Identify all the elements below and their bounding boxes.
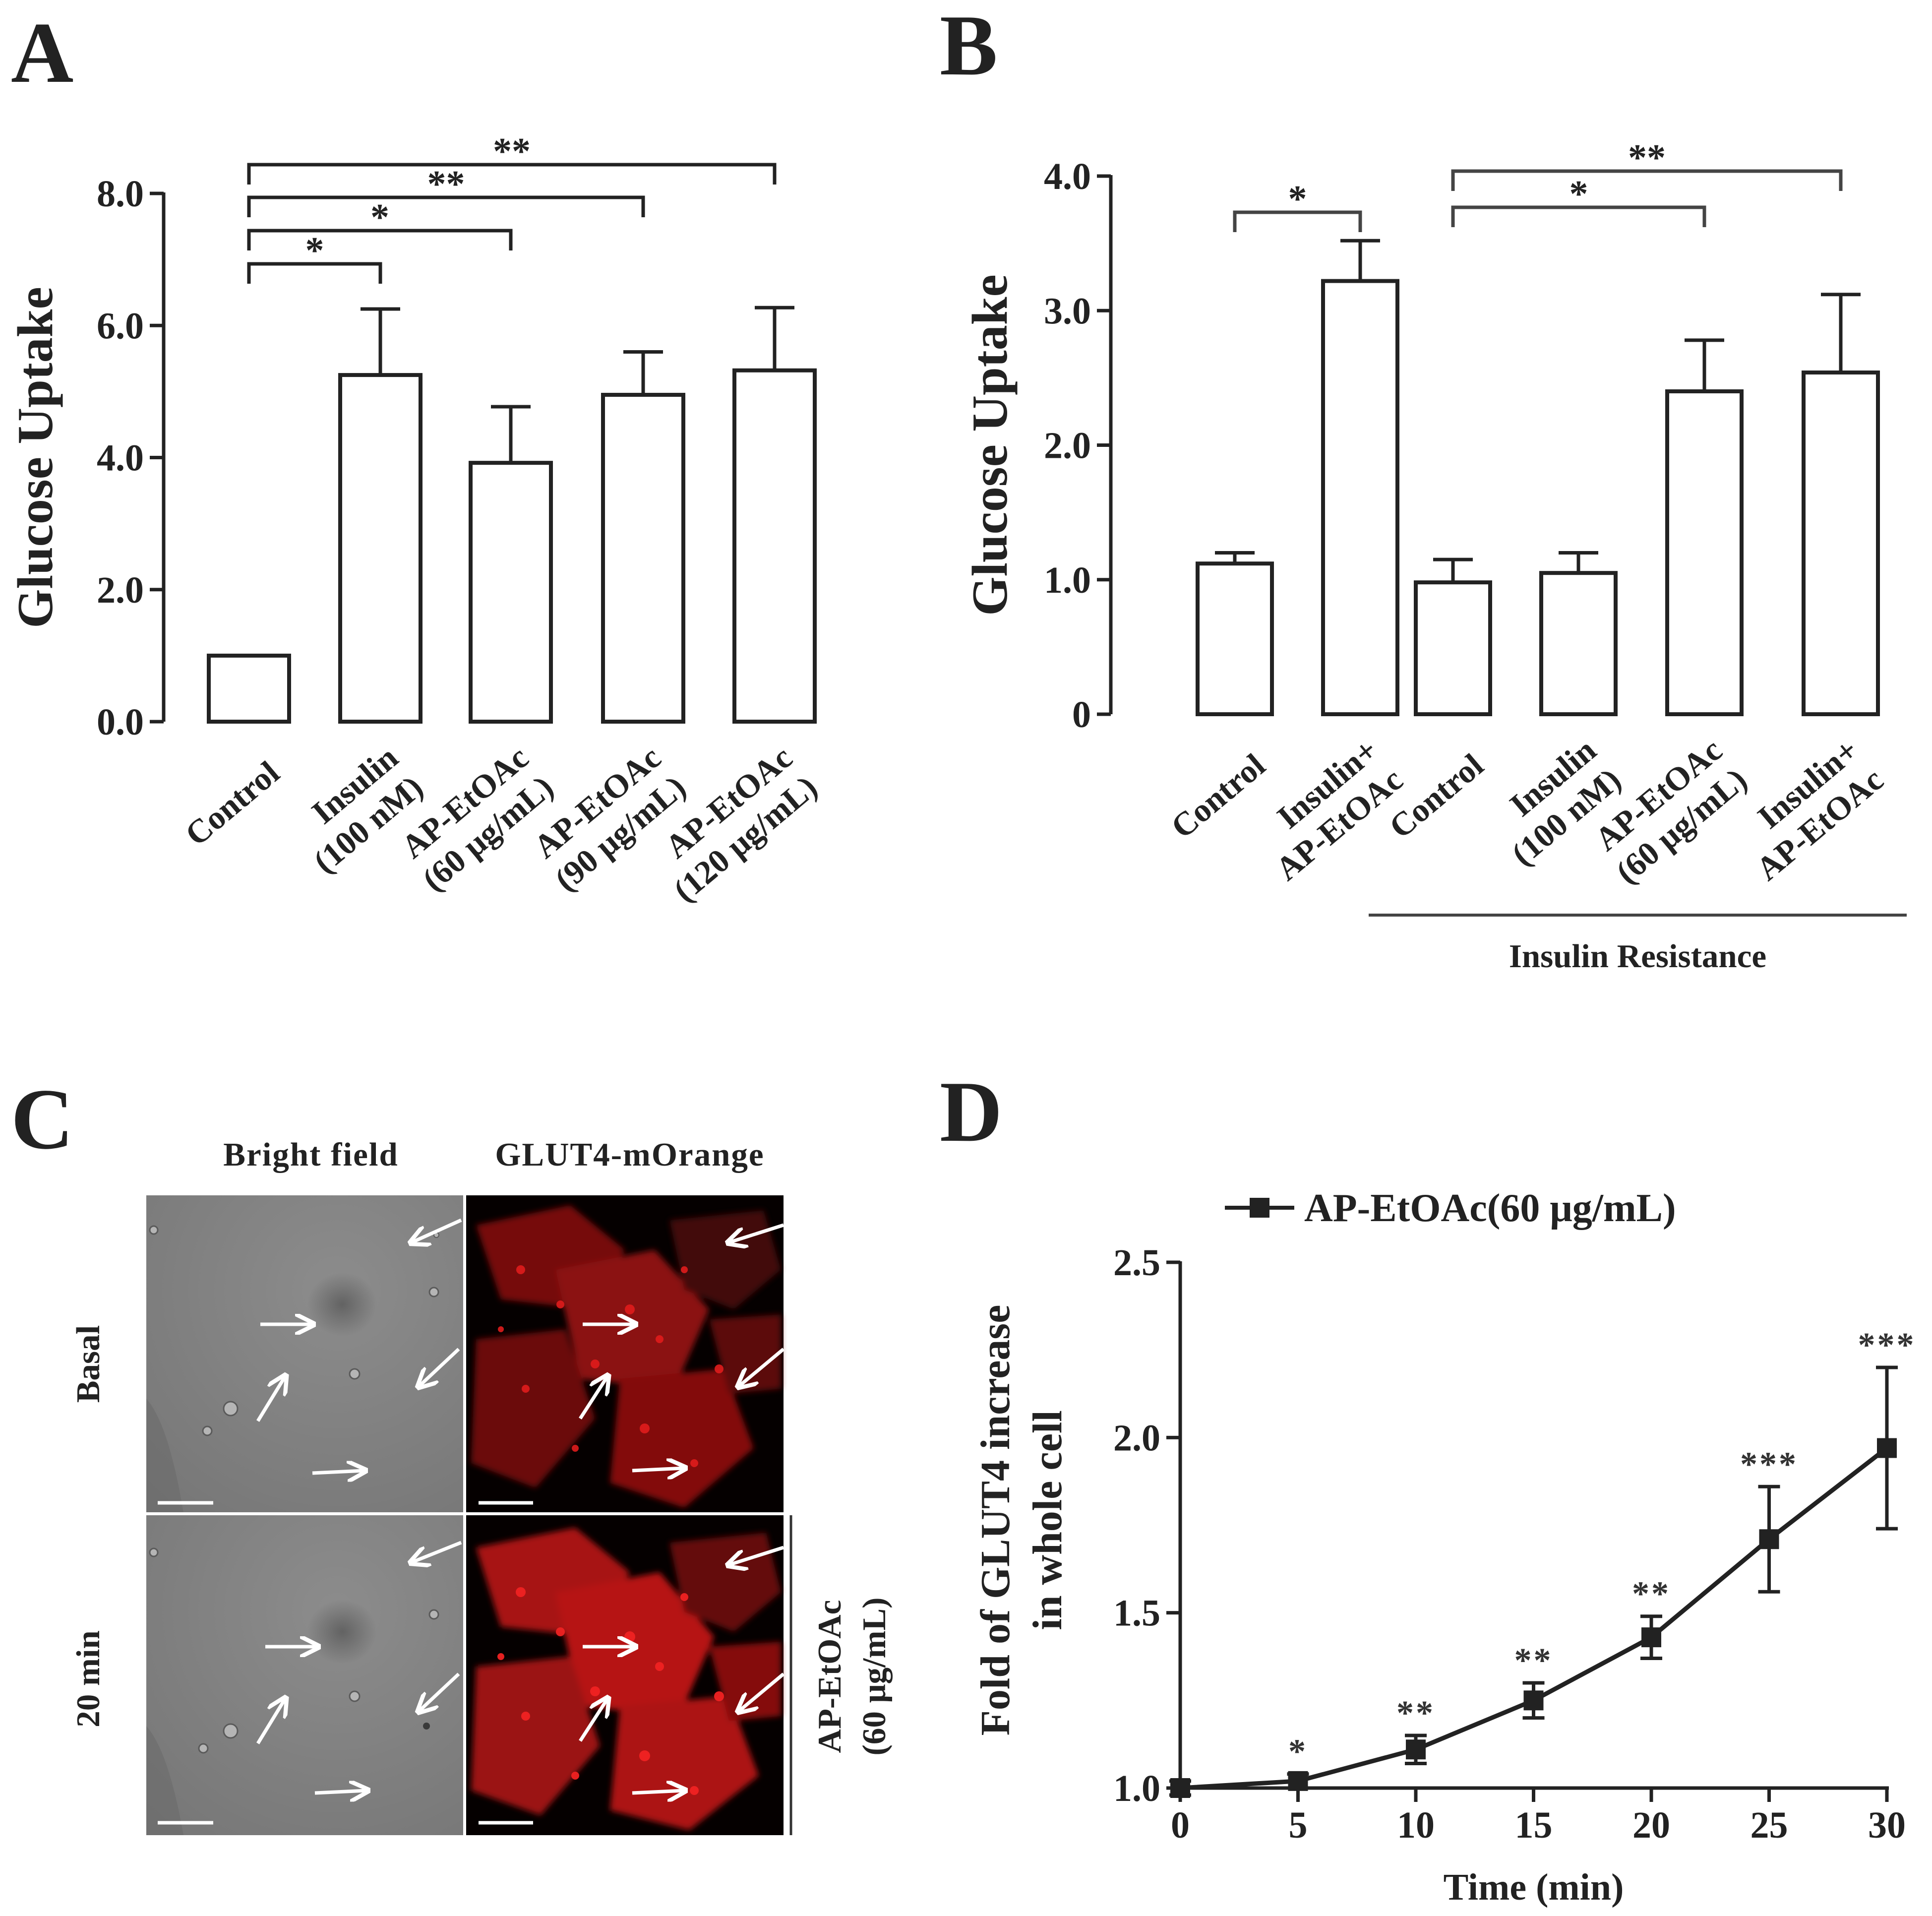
y-axis-title-line2: in whole cell <box>1025 1410 1071 1630</box>
row-header-basal: Basal <box>70 1325 107 1403</box>
y-tick-label: 0.0 <box>97 701 144 743</box>
significance-label: ** <box>1514 1642 1553 1680</box>
bar <box>1802 371 1880 716</box>
significance-label: ** <box>493 130 531 172</box>
category-label: AP-EtOAc(60 μg/mL) <box>1584 732 1754 891</box>
significance-label: ** <box>1632 1575 1671 1613</box>
column-header-glut4-morange: GLUT4-mOrange <box>495 1136 764 1173</box>
bar <box>1665 389 1744 716</box>
y-tick-label: 1.0 <box>1113 1768 1160 1809</box>
category-label: Control <box>1164 746 1272 845</box>
panel-letter-b: B <box>940 0 998 93</box>
significance-label: * <box>370 196 389 238</box>
x-tick-label: 10 <box>1397 1804 1435 1846</box>
significance-label: * <box>1288 178 1307 220</box>
legend-label: AP-EtOAc(60 μg/mL) <box>1304 1186 1676 1230</box>
significance-label: ** <box>1628 137 1666 179</box>
legend-marker <box>1250 1198 1269 1218</box>
significance-bracket <box>247 262 382 284</box>
micrograph-glut4-basal <box>466 1195 785 1513</box>
panel-letter-a: A <box>11 4 73 101</box>
panel-letter-d: D <box>940 1063 1002 1160</box>
x-tick-label: 20 <box>1632 1804 1670 1846</box>
significance-label: ** <box>1396 1694 1435 1732</box>
x-tick-label: 15 <box>1515 1804 1553 1846</box>
y-tick-label: 1.5 <box>1113 1593 1160 1634</box>
category-label: Insulin(100 nM) <box>282 739 430 880</box>
y-tick-label: 2.0 <box>1044 425 1091 467</box>
data-point <box>1641 1627 1661 1648</box>
significance-label: *** <box>1740 1445 1798 1483</box>
significance-label: * <box>1288 1733 1308 1771</box>
significance-bracket <box>1451 205 1706 227</box>
treatment-label-line2: (60 μg/mL) <box>856 1598 893 1756</box>
y-axis-title: Glucose Uptake <box>962 274 1018 616</box>
category-label-line: Control <box>179 754 287 853</box>
bar <box>732 368 817 724</box>
data-point <box>1170 1778 1190 1798</box>
panel-d-line-chart: 1.0 1.5 2.0 2.5 0 5 10 15 20 25 30 Time (min) Fold o… <box>972 1186 1916 1908</box>
y-tick-label: 2.0 <box>97 569 144 611</box>
y-tick-label: 0 <box>1072 694 1091 736</box>
bar <box>207 653 291 724</box>
y-tick-label: 3.0 <box>1044 290 1091 332</box>
y-tick-label: 1.0 <box>1044 559 1091 601</box>
data-point <box>1288 1771 1308 1791</box>
bar <box>1196 561 1274 716</box>
significance-bracket <box>1451 169 1843 191</box>
bar <box>1321 279 1399 716</box>
significance-bracket <box>247 163 777 185</box>
panel-c-microscopy: Bright field GLUT4-mOrange Basal 20 min <box>70 1136 893 1835</box>
category-label: Control <box>179 754 287 853</box>
data-point <box>1877 1438 1897 1458</box>
y-tick-label: 6.0 <box>97 305 144 347</box>
panel-letter-c: C <box>11 1071 73 1167</box>
category-label: AP-EtOAc(60 μg/mL) <box>391 739 560 898</box>
micrograph-glut4-20min <box>466 1515 785 1835</box>
group-label: Insulin Resistance <box>1509 938 1766 975</box>
significance-bracket <box>1233 210 1362 232</box>
significance-bracket <box>247 195 645 217</box>
bar <box>1539 571 1618 716</box>
column-header-bright-field: Bright field <box>223 1136 398 1173</box>
category-label-line: Control <box>1164 746 1272 845</box>
y-axis-title: Glucose Uptake <box>7 287 63 628</box>
y-tick-label: 8.0 <box>97 173 144 215</box>
x-tick-label: 0 <box>1171 1804 1190 1846</box>
category-label: Insulin+AP-EtOAc <box>1244 732 1409 888</box>
significance-label: ** <box>427 163 465 205</box>
x-tick-label: 30 <box>1868 1804 1906 1846</box>
category-label: Insulin+AP-EtOAc <box>1724 732 1890 888</box>
y-tick-label: 4.0 <box>1044 156 1091 197</box>
row-header-20-min: 20 min <box>70 1630 107 1727</box>
y-tick-label: 4.0 <box>97 437 144 479</box>
treatment-label-line1: AP-EtOAc <box>811 1600 848 1753</box>
category-label: AP-EtOAc(90 μg/mL) <box>523 739 693 898</box>
bar <box>1414 580 1492 717</box>
data-point <box>1759 1529 1779 1549</box>
significance-label: * <box>305 230 324 271</box>
bar <box>601 393 685 724</box>
micrograph-bright-field-basal <box>146 1195 464 1513</box>
data-point <box>1523 1690 1544 1711</box>
x-tick-label: 5 <box>1289 1804 1308 1846</box>
series-line <box>1180 1446 1888 1791</box>
bar <box>338 373 423 724</box>
y-axis-title-line1: Fold of GLUT4 increase <box>972 1305 1019 1736</box>
category-label: AP-EtOAc(120 μg/mL) <box>642 739 824 909</box>
x-tick-label: 25 <box>1751 1804 1788 1846</box>
panel-a-bar-chart: 0.0 2.0 4.0 6.0 8.0 Glucose Uptake Control Insu… <box>7 130 824 909</box>
bar <box>469 461 553 724</box>
significance-label: * <box>1570 173 1588 215</box>
significance-label: *** <box>1858 1326 1916 1364</box>
data-point <box>1406 1739 1426 1760</box>
y-tick-label: 2.5 <box>1113 1242 1160 1284</box>
micrograph-bright-field-20min <box>146 1515 464 1835</box>
significance-bracket <box>247 229 513 250</box>
y-tick-label: 2.0 <box>1113 1417 1160 1459</box>
x-axis-title: Time (min) <box>1444 1866 1624 1908</box>
